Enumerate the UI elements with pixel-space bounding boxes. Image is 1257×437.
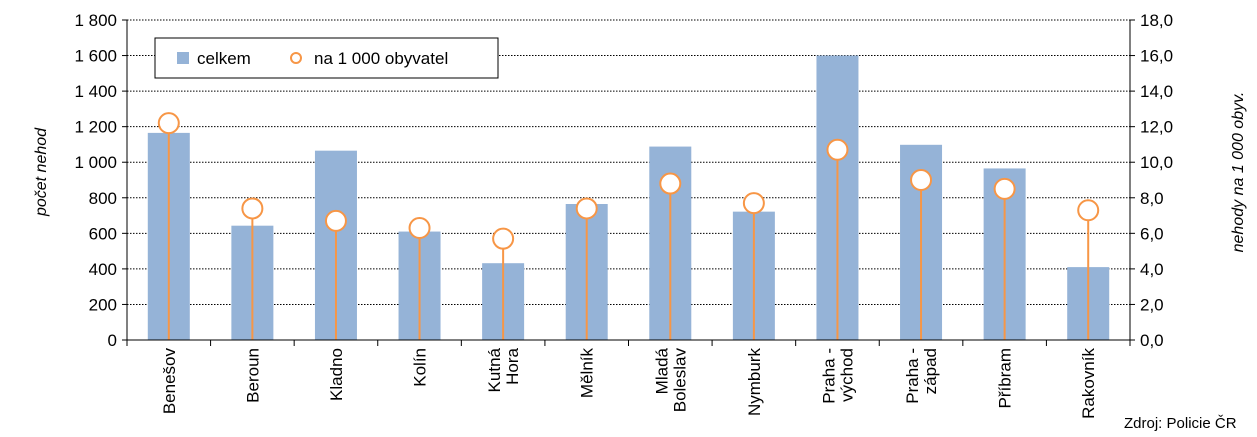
left-tick-label: 1 200 xyxy=(74,118,117,137)
lollipop-stems xyxy=(167,123,1090,340)
category-label: Praha - xyxy=(903,348,922,404)
lollipop-point xyxy=(157,112,180,135)
legend-label-per-1000: na 1 000 obyvatel xyxy=(314,49,448,68)
source-note: Zdroj: Policie ČR xyxy=(1124,415,1237,432)
legend-label-celkem: celkem xyxy=(197,49,251,68)
right-axis-ticks: 0,0 2,0 4,0 6,0 8,0 10,0 12,0 14,0 16,0 18,0 xyxy=(1140,11,1173,350)
legend-box xyxy=(154,37,499,79)
lollipop-points xyxy=(157,112,1100,250)
legend-marker-swatch xyxy=(290,52,302,64)
left-tick-label: 1 800 xyxy=(74,11,117,30)
left-tick-label: 1 600 xyxy=(74,47,117,66)
right-tick-label: 10,0 xyxy=(1140,153,1173,172)
right-tick-label: 16,0 xyxy=(1140,47,1173,66)
lollipop-point xyxy=(575,197,598,220)
category-labels: Benešov Beroun Kladno Kolín Kutná Hora Mělník M… xyxy=(160,347,1098,418)
category-label: západ xyxy=(921,348,940,394)
gridlines xyxy=(127,19,1130,305)
lollipop-point xyxy=(408,217,431,239)
left-tick-label: 1 400 xyxy=(74,82,117,101)
lollipop-point xyxy=(993,177,1016,200)
lollipop-point xyxy=(324,209,347,232)
category-label: Kladno xyxy=(327,348,346,401)
category-label: Beroun xyxy=(243,348,262,403)
category-label: Nymburk xyxy=(745,348,764,417)
right-tick-label: 2,0 xyxy=(1140,295,1164,314)
right-tick-label: 4,0 xyxy=(1140,260,1164,279)
category-label: Kutná xyxy=(485,347,504,392)
left-tick-label: 600 xyxy=(89,224,117,243)
legend-bar-swatch xyxy=(177,52,189,64)
category-label: Kolín xyxy=(411,348,430,387)
right-tick-label: 8,0 xyxy=(1140,189,1164,208)
category-label: Hora xyxy=(503,347,522,384)
lollipop-point xyxy=(742,192,765,215)
left-tick-label: 800 xyxy=(89,189,117,208)
category-label: Boleslav xyxy=(670,348,689,413)
category-label: Benešov xyxy=(160,348,179,415)
category-label: Mělník xyxy=(578,348,597,399)
right-tick-label: 18,0 xyxy=(1140,11,1173,30)
lollipop-point xyxy=(1077,199,1100,222)
category-label: východ xyxy=(837,348,856,402)
lollipop-point xyxy=(492,227,515,250)
legend: celkem na 1 000 obyvatel xyxy=(154,37,499,79)
right-axis-title: nehody na 1 000 obyv. xyxy=(1230,92,1247,253)
lollipop-point xyxy=(826,138,849,161)
right-tick-label: 14,0 xyxy=(1140,82,1173,101)
left-axis-title: počet nehod xyxy=(33,127,50,217)
category-label: Praha - xyxy=(819,348,838,404)
lollipop-point xyxy=(910,169,933,191)
category-label: Mladá xyxy=(652,347,671,394)
right-tick-label: 0,0 xyxy=(1140,331,1164,350)
left-tick-label: 1 000 xyxy=(74,153,117,172)
left-tick-label: 400 xyxy=(89,260,117,279)
left-tick-label: 200 xyxy=(89,295,117,314)
left-tick-label: 0 xyxy=(108,331,117,350)
category-label: Příbram xyxy=(996,348,1015,408)
right-tick-label: 12,0 xyxy=(1140,118,1173,137)
left-axis-ticks: 0 200 400 600 800 1 000 1 200 1 400 1 600 1 800 xyxy=(74,11,117,350)
right-tick-label: 6,0 xyxy=(1140,224,1164,243)
category-label: Rakovník xyxy=(1079,348,1098,419)
axes xyxy=(122,19,1135,346)
lollipop-point xyxy=(241,197,264,220)
lollipop-point xyxy=(659,172,682,195)
